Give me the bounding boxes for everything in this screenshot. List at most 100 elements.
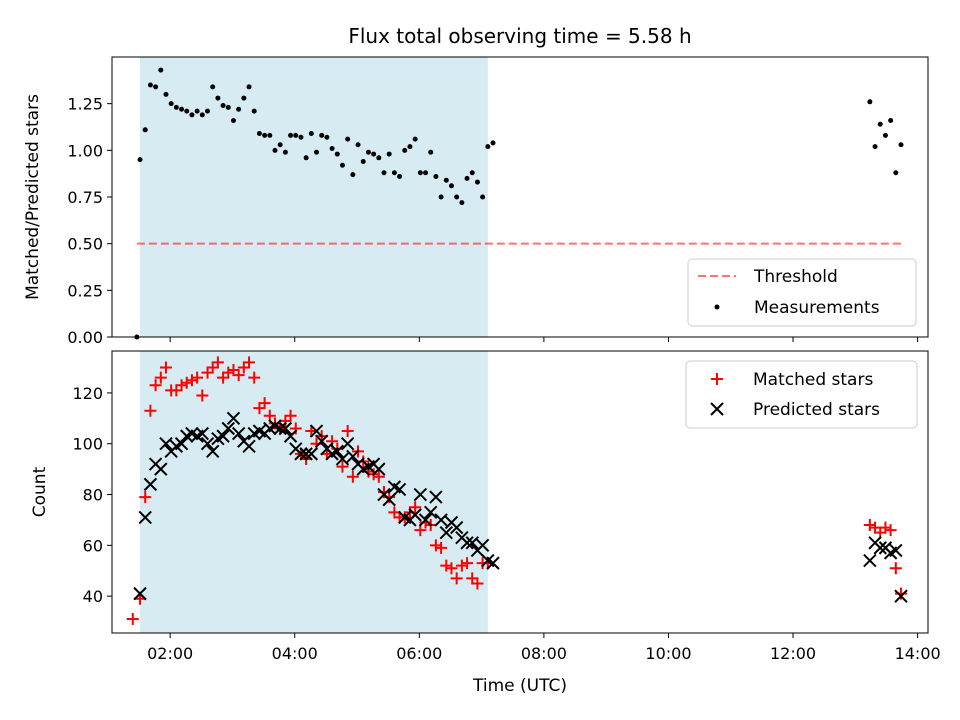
- matched-star-point: [289, 422, 302, 435]
- measurement-point: [391, 170, 397, 176]
- matched-star-point: [126, 613, 139, 626]
- measurement-point: [199, 112, 205, 118]
- measurement-point: [189, 112, 195, 118]
- matched-star-point: [284, 409, 297, 422]
- matched-star-point: [185, 374, 198, 387]
- measurement-point: [397, 173, 403, 179]
- measurement-point: [324, 134, 330, 140]
- measurement-point: [272, 147, 278, 153]
- matched-star-point: [175, 379, 188, 392]
- predicted-star-point: [154, 462, 168, 476]
- count-panel: 40 60 80 100 120 02:00 04:00 06:00 08:00 10:00 12…: [30, 350, 941, 663]
- measurement-point: [194, 108, 200, 114]
- measurement-point: [308, 131, 314, 137]
- matched-star-point: [372, 470, 385, 483]
- x-tick-label: 12:00: [770, 644, 816, 663]
- measurement-points: [134, 67, 904, 340]
- measurement-point: [277, 142, 283, 148]
- measurement-point: [241, 95, 247, 101]
- measurement-point: [459, 200, 465, 206]
- measurement-point: [371, 151, 377, 157]
- predicted-star-point: [283, 429, 298, 443]
- predicted-star-point: [418, 513, 433, 527]
- measurement-point: [262, 132, 268, 138]
- predicted-star-point: [486, 556, 500, 570]
- predicted-star-point: [873, 541, 887, 555]
- measurement-point: [386, 151, 392, 157]
- ratio-legend-box: [687, 258, 917, 327]
- x-axis-label: Time (UTC): [472, 676, 567, 696]
- matched-star-point: [180, 376, 193, 389]
- count-y-tick-label: 40: [83, 587, 103, 606]
- count-y-tick-label: 60: [83, 536, 103, 555]
- measurement-point: [480, 194, 486, 200]
- matched-star-point: [227, 364, 240, 377]
- measurement-point: [298, 134, 304, 140]
- matched-star-point: [409, 501, 422, 514]
- ratio-y-tick-label: 0.75: [67, 188, 103, 207]
- x-tick-label: 04:00: [272, 644, 318, 663]
- predicted-star-point: [475, 538, 490, 553]
- legend-measurements-label: Measurements: [754, 298, 880, 318]
- measurement-point: [329, 145, 335, 151]
- measurement-point: [142, 127, 148, 133]
- measurement-point: [376, 155, 382, 161]
- matched-star-point: [196, 389, 209, 402]
- legend-threshold-label: Threshold: [753, 267, 838, 287]
- matched-star-point: [159, 361, 172, 374]
- predicted-star-point: [434, 513, 448, 527]
- measurement-point: [246, 84, 252, 90]
- measurement-point: [428, 149, 434, 155]
- ratio-x-ticks: [169, 337, 919, 342]
- matched-star-point: [211, 356, 224, 369]
- measurement-point: [423, 170, 429, 176]
- measurement-point: [454, 194, 460, 200]
- measurement-point: [225, 104, 231, 110]
- count-legend-box: [685, 360, 918, 429]
- matched-star-point: [455, 559, 468, 572]
- x-tick-label: 14:00: [895, 644, 941, 663]
- predicted-star-point: [330, 444, 344, 459]
- predicted-star-point: [465, 536, 479, 550]
- count-plot-frame: [111, 350, 929, 634]
- predicted-star-point: [863, 553, 877, 568]
- legend-predicted-label: Predicted stars: [753, 400, 880, 420]
- measurement-point: [230, 117, 236, 123]
- predicted-star-point: [200, 437, 215, 451]
- measurement-point: [220, 103, 226, 109]
- measurement-point: [443, 177, 449, 183]
- measurement-point: [282, 149, 288, 155]
- predicted-star-point: [335, 452, 350, 466]
- measurement-point: [293, 132, 299, 138]
- measurement-point: [168, 101, 174, 107]
- measurement-point: [210, 84, 216, 90]
- legend-measurements-marker: [714, 304, 720, 310]
- measurement-point: [303, 155, 309, 161]
- measurement-point: [184, 108, 190, 114]
- measurement-point: [179, 106, 185, 112]
- matched-star-point: [341, 425, 354, 438]
- matched-star-point: [884, 524, 897, 537]
- matched-star-point: [461, 557, 474, 570]
- measurement-point: [137, 157, 143, 163]
- measurement-point: [205, 108, 211, 114]
- predicted-star-point: [294, 447, 308, 461]
- predicted-stars-points: [133, 411, 908, 603]
- predicted-star-point: [460, 536, 474, 550]
- predicted-star-point: [894, 589, 908, 603]
- ratio-y-axis: 0.00 0.25 0.50 0.75 1.00 1.25: [67, 95, 112, 347]
- count-y-axis: 40 60 80 100 120: [72, 384, 112, 606]
- shaded-span: [140, 351, 488, 633]
- predicted-star-point: [382, 492, 396, 507]
- matched-star-point: [258, 397, 271, 410]
- measurement-point: [485, 144, 491, 150]
- matched-star-point: [170, 384, 183, 397]
- matched-star-point: [471, 577, 484, 590]
- matched-star-point: [144, 404, 157, 417]
- measurement-point: [267, 132, 273, 138]
- count-y-tick-label: 80: [83, 486, 103, 505]
- measurement-point: [319, 132, 325, 138]
- predicted-star-point: [226, 411, 241, 426]
- measurement-point: [490, 140, 496, 146]
